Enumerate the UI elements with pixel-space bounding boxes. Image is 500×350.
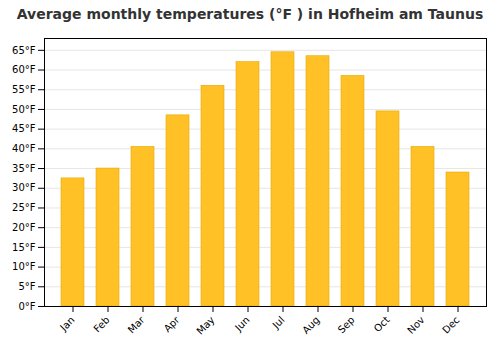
svg-text:Dec: Dec [440, 314, 461, 335]
svg-text:55°F: 55°F [12, 84, 36, 95]
svg-text:35°F: 35°F [12, 163, 36, 174]
svg-text:May: May [194, 314, 216, 336]
svg-text:30°F: 30°F [12, 182, 36, 193]
svg-text:Jun: Jun [232, 314, 252, 334]
svg-text:Mar: Mar [126, 314, 148, 336]
svg-text:Apr: Apr [162, 314, 183, 335]
svg-text:5°F: 5°F [18, 281, 35, 292]
svg-text:50°F: 50°F [12, 104, 36, 115]
svg-text:Sep: Sep [336, 314, 357, 335]
svg-text:0°F: 0°F [18, 301, 35, 312]
svg-text:45°F: 45°F [12, 123, 36, 134]
svg-text:65°F: 65°F [12, 45, 36, 56]
svg-text:Feb: Feb [91, 314, 111, 334]
svg-text:Jan: Jan [57, 314, 76, 333]
svg-text:15°F: 15°F [12, 242, 36, 253]
svg-text:60°F: 60°F [12, 64, 36, 75]
svg-text:10°F: 10°F [12, 261, 36, 272]
svg-text:25°F: 25°F [12, 202, 36, 213]
svg-text:Aug: Aug [300, 314, 322, 336]
svg-text:Jul: Jul [270, 314, 287, 331]
svg-text:40°F: 40°F [12, 143, 36, 154]
html-text:Average monthly temperatures (: Average monthly temperatures (°F ) in Ho… [16, 6, 484, 22]
svg-text:Oct: Oct [372, 314, 392, 334]
svg-text:Nov: Nov [405, 314, 427, 336]
svg-text:20°F: 20°F [12, 222, 36, 233]
